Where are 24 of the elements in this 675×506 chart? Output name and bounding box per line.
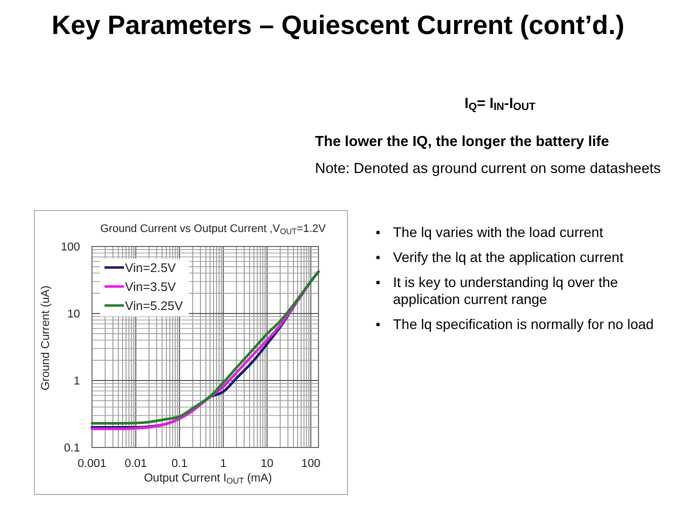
y-tick-label: 100 xyxy=(60,242,80,254)
x-tick-label: 0.01 xyxy=(124,458,147,470)
x-tick-label: 0.001 xyxy=(78,458,106,470)
y-tick-label: 0.1 xyxy=(64,442,80,455)
y-tick-label: 10 xyxy=(67,308,80,321)
text: The lq varies with the load current xyxy=(393,224,604,240)
text: It is key to understanding lq over the application current range xyxy=(393,274,618,307)
y-axis-title: Ground Current (uA) xyxy=(40,285,52,390)
text: Verify the lq at the application current xyxy=(393,249,624,265)
text: I$_{Q}$= I$_{IN}$-I$_{OUT}$ xyxy=(464,96,536,114)
x-tick-label: 10 xyxy=(260,458,274,470)
x-axis-title: Output Current I$_{OUT}$ (mA) xyxy=(144,472,272,486)
text: The lower the IQ, the longer the battery life xyxy=(315,134,610,150)
chart-subtitle: Ground Current vs Output Current ,V$_{OUT}$=1.2V xyxy=(100,223,326,236)
x-tick-label: 0.1 xyxy=(172,458,188,470)
x-tick-label: 100 xyxy=(301,458,320,470)
legend-label: Vin=5.25V xyxy=(125,298,184,313)
x-tick-label: 1 xyxy=(220,458,226,470)
y-tick-label: 1 xyxy=(74,376,80,388)
legend-label: Vin=2.5V xyxy=(125,260,177,275)
text: The lq specification is normally for no load xyxy=(393,316,654,332)
legend-label: Vin=3.5V xyxy=(125,280,177,294)
chart-title: Key Parameters – Quiescent Current (cont’d.) xyxy=(52,10,624,40)
text: Note: Denoted as ground current on some datasheets xyxy=(315,161,661,177)
